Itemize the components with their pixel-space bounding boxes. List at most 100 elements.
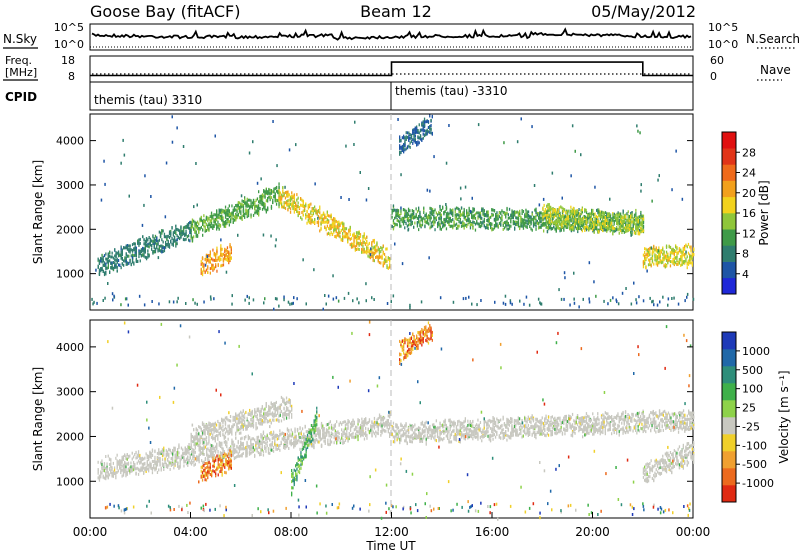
scatter-cell <box>487 210 489 214</box>
scatter-cell <box>180 455 183 459</box>
scatter-cell <box>462 213 464 217</box>
scatter-cell <box>169 461 171 465</box>
scatter-cell <box>139 453 141 457</box>
scatter-cell <box>273 307 275 311</box>
scatter-cell <box>124 470 126 474</box>
scatter-cell <box>423 206 425 210</box>
scatter-cell <box>413 139 415 143</box>
scatter-cell <box>659 255 661 259</box>
scatter-cell <box>431 207 434 211</box>
scatter-cell <box>251 206 253 210</box>
scatter-cell <box>433 216 435 220</box>
scatter-cell <box>134 253 136 257</box>
scatter-cell <box>602 223 604 227</box>
scatter-cell <box>588 261 591 265</box>
scatter-cell <box>448 212 450 216</box>
scatter-cell <box>357 237 359 241</box>
scatter-cell <box>664 265 666 269</box>
scatter-cell <box>295 208 297 211</box>
scatter-cell <box>278 185 280 189</box>
scatter-cell <box>640 213 642 217</box>
scatter-cell <box>92 302 94 306</box>
scatter-cell <box>252 140 254 144</box>
scatter-cell <box>577 216 580 220</box>
scatter-cell <box>524 218 526 222</box>
scatter-cell <box>458 220 460 224</box>
scatter-cell <box>166 458 169 462</box>
scatter-cell <box>448 124 450 127</box>
scatter-cell <box>179 463 181 467</box>
scatter-cell <box>104 296 106 300</box>
scatter-cell <box>655 259 657 263</box>
scatter-cell <box>645 253 647 257</box>
scatter-cell <box>649 253 651 256</box>
scatter-cell <box>258 213 260 217</box>
scatter-cell <box>588 300 591 304</box>
scatter-cell <box>612 296 614 300</box>
scatter-cell <box>167 234 169 238</box>
scatter-cell <box>435 211 437 215</box>
scatter-cell <box>129 469 131 473</box>
scatter-cell <box>217 454 219 458</box>
scatter-cell <box>176 300 178 304</box>
scatter-cell <box>207 457 209 461</box>
scatter-cell <box>625 287 627 290</box>
scatter-cell <box>622 221 624 224</box>
scatter-cell <box>394 216 396 220</box>
scatter-cell <box>543 214 545 218</box>
scatter-cell <box>476 211 478 215</box>
scatter-cell <box>543 217 545 221</box>
scatter-cell <box>673 256 675 260</box>
scatter-cell <box>429 217 431 221</box>
scatter-cell <box>656 303 659 307</box>
scatter-cell <box>202 446 204 450</box>
scatter-cell <box>224 213 227 216</box>
scatter-cell <box>224 205 227 209</box>
scatter-cell <box>174 462 176 466</box>
scatter-cell <box>102 299 104 302</box>
scatter-cell <box>151 244 153 247</box>
scatter-cell <box>430 124 432 127</box>
scatter-cell <box>644 247 646 251</box>
scatter-cell <box>108 473 111 477</box>
scatter-cell <box>226 211 228 215</box>
scatter-cell <box>245 204 247 208</box>
scatter-cell <box>423 117 426 121</box>
scatter-cell <box>583 225 585 229</box>
scatter-cell <box>279 201 281 205</box>
scatter-cell <box>386 247 388 251</box>
scatter-cell <box>203 263 205 267</box>
scatter-cell <box>581 210 583 214</box>
scatter-cell <box>190 462 193 466</box>
scatter-cell <box>549 218 552 221</box>
scatter-cell <box>107 471 109 475</box>
scatter-cell <box>203 460 205 464</box>
scatter-cell <box>690 257 692 261</box>
scatter-cell <box>100 470 102 474</box>
scatter-cell <box>338 233 340 237</box>
scatter-cell <box>540 302 542 306</box>
scatter-cell <box>230 458 232 462</box>
scatter-cell <box>161 451 164 455</box>
scatter-cell <box>246 212 248 216</box>
scatter-cell <box>97 265 99 269</box>
scatter-cell <box>166 450 169 454</box>
scatter-cell <box>183 460 185 464</box>
scatter-cell <box>422 122 424 126</box>
scatter-cell <box>114 266 116 269</box>
scatter-cell <box>264 202 266 206</box>
scatter-cell <box>336 231 339 235</box>
scatter-cell <box>502 301 505 305</box>
scatter-cell <box>188 451 190 455</box>
scatter-cell <box>116 466 118 470</box>
scatter-cell <box>247 209 250 213</box>
scatter-cell <box>141 468 143 472</box>
scatter-cell <box>241 203 243 207</box>
scatter-cell <box>640 210 642 214</box>
scatter-cell <box>128 254 130 258</box>
scatter-cell <box>107 266 109 270</box>
scatter-cell <box>617 218 619 222</box>
scatter-cell <box>488 219 490 223</box>
scatter-cell <box>258 190 260 194</box>
scatter-cell <box>486 219 488 222</box>
